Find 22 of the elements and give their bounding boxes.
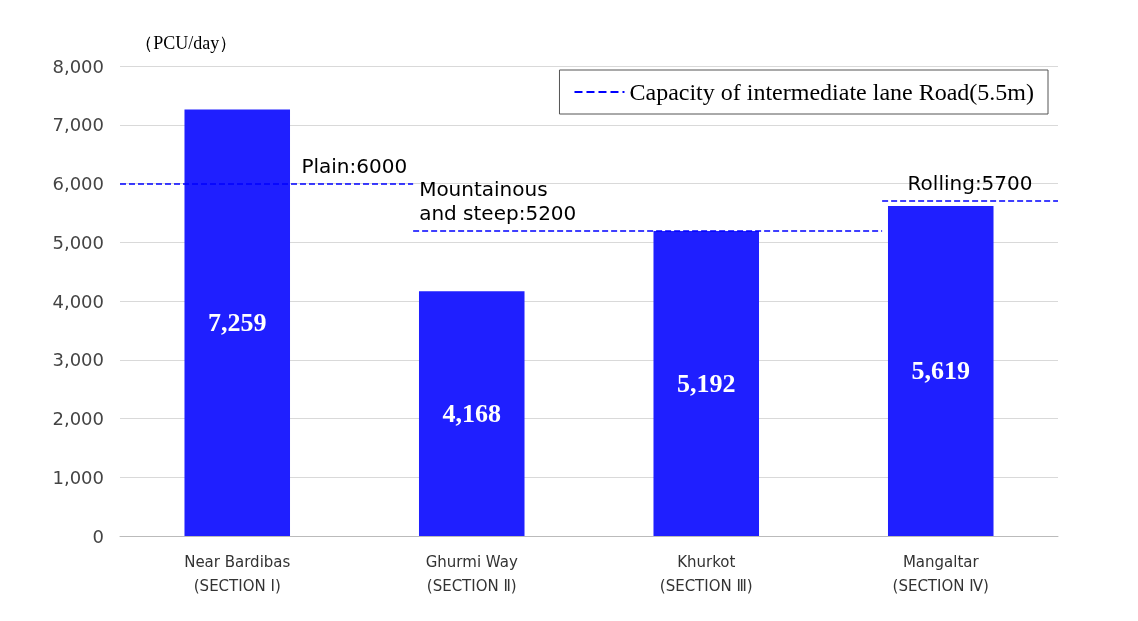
x-tick-label: Near Bardibas (SECTION Ⅰ) — [184, 553, 291, 595]
data-label: 7,259 — [208, 308, 267, 338]
y-tick-label: 5,000 — [52, 231, 104, 253]
y-tick-label: 6,000 — [52, 173, 104, 194]
data-label: 5,619 — [911, 356, 970, 386]
y-axis-title: （PCU/day） — [135, 33, 238, 53]
y-tick-label: 8,000 — [52, 55, 104, 77]
ref-line-label: Mountainous and steep:5200 — [419, 176, 577, 225]
y-tick-label: 7,000 — [52, 114, 104, 136]
y-tick-label: 4,000 — [52, 290, 104, 312]
ref-line-label: Rolling:5700 — [907, 171, 1033, 196]
data-label: 4,168 — [442, 399, 501, 429]
ref-line-label: Plain:6000 — [301, 153, 408, 178]
data-label: 5,192 — [677, 368, 736, 398]
y-tick-label: 0 — [92, 525, 104, 547]
y-tick-label: 2,000 — [52, 408, 104, 429]
y-tick-label: 1,000 — [52, 466, 104, 488]
x-tick-label: Mangaltar (SECTION Ⅳ) — [892, 553, 989, 595]
y-tick-label: 3,000 — [52, 349, 104, 371]
x-tick-label: Khurkot (SECTION Ⅲ) — [659, 553, 753, 595]
annotation: Capacity of intermediate lane Road(5.5m) — [629, 79, 1035, 105]
x-tick-label: Ghurmi Way (SECTION Ⅱ) — [425, 553, 518, 595]
